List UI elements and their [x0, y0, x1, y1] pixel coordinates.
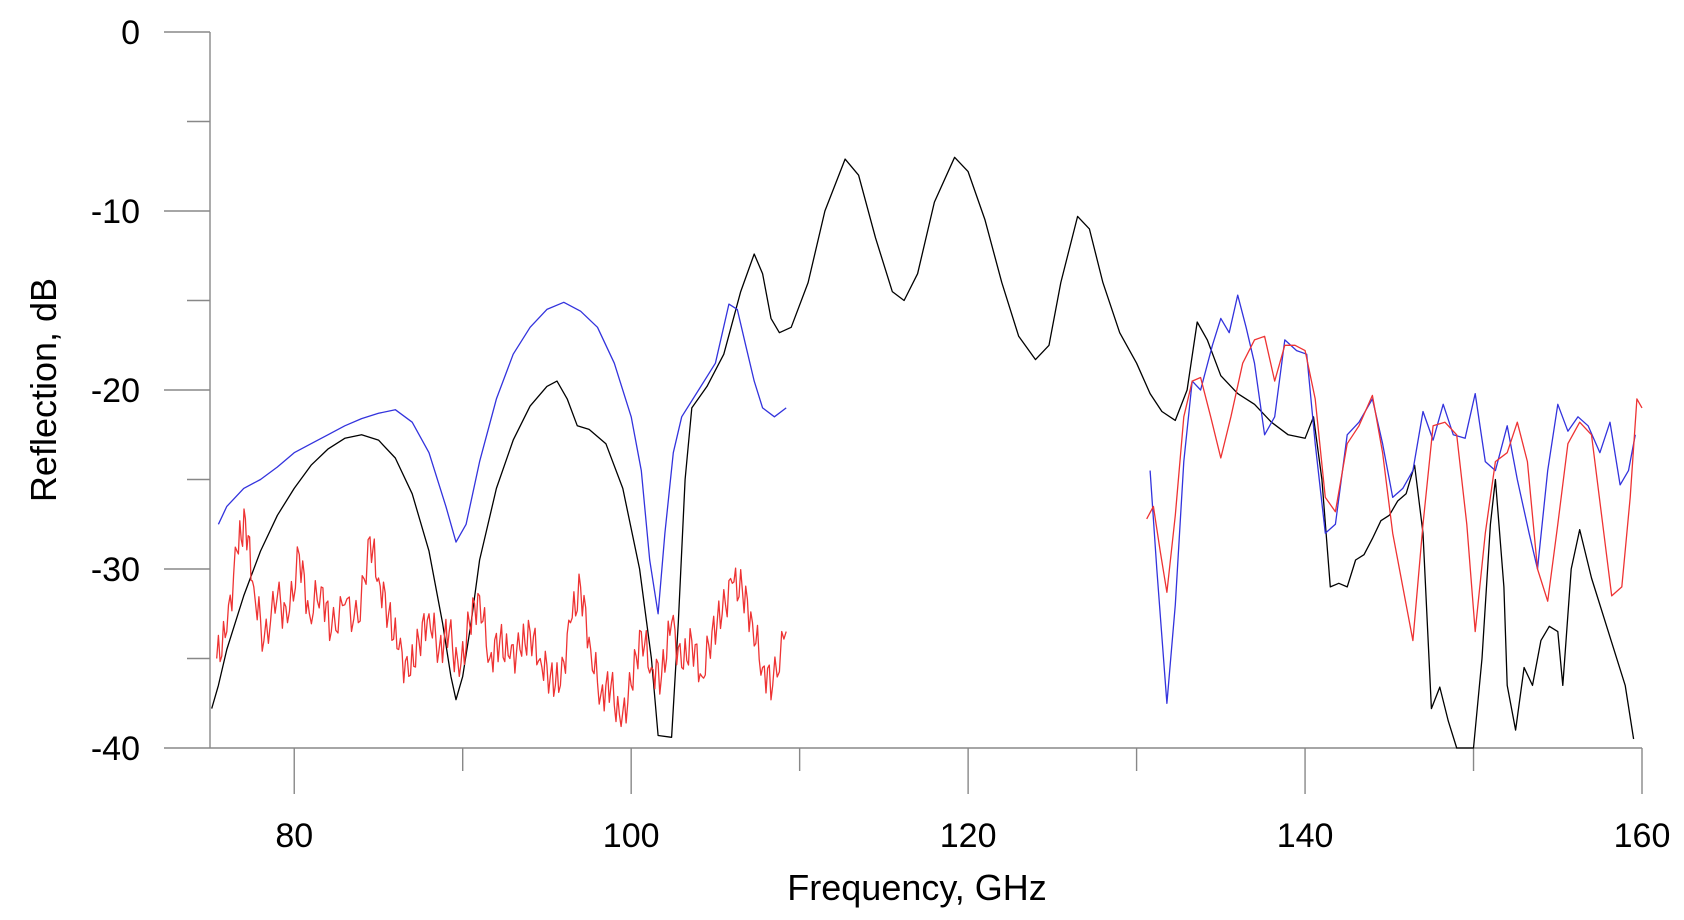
x-tick-label: 140 — [1277, 817, 1334, 855]
y-axis-title: Reflection, dB — [23, 278, 64, 502]
series-layer — [211, 156, 1643, 749]
x-tick-label: 160 — [1614, 817, 1671, 855]
y-tick-label: -10 — [91, 193, 140, 231]
x-ticks: 80 100 120 140 160 — [275, 748, 1670, 855]
series-line-4 — [216, 508, 787, 728]
x-tick-label: 80 — [275, 817, 313, 855]
y-tick-label: 0 — [121, 14, 140, 52]
y-ticks: 0 -10 -20 -30 -40 — [91, 14, 210, 768]
series-line-3 — [1149, 294, 1636, 704]
series-line-2 — [217, 301, 787, 615]
y-tick-label: -40 — [91, 730, 140, 768]
series-line-5 — [1146, 335, 1643, 642]
axes — [209, 32, 1642, 749]
x-tick-label: 120 — [940, 817, 997, 855]
x-tick-label: 100 — [603, 817, 660, 855]
y-tick-label: -20 — [91, 372, 140, 410]
x-axis-title: Frequency, GHz — [787, 867, 1046, 908]
series-line-1 — [211, 156, 1635, 749]
y-tick-label: -30 — [91, 551, 140, 589]
